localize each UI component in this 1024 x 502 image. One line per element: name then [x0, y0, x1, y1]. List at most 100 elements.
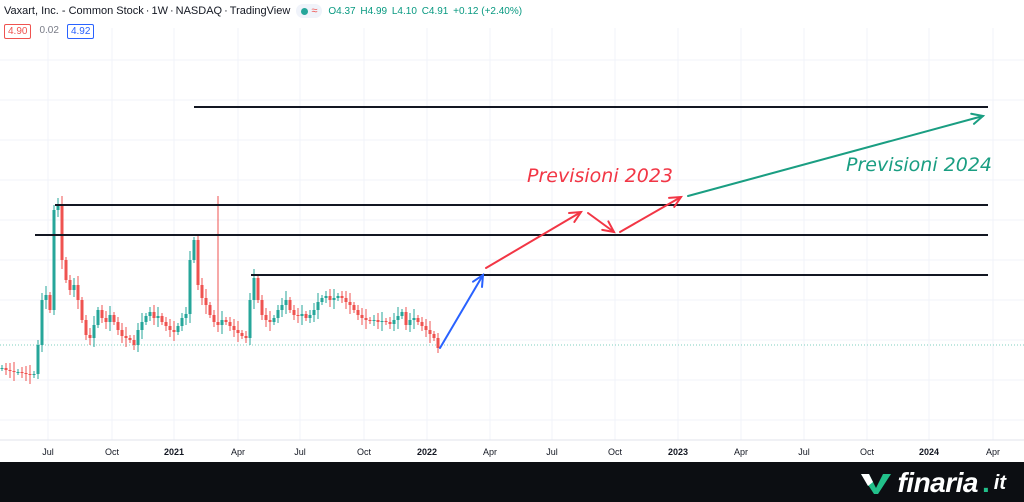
- candle-body: [100, 310, 104, 318]
- candle-body: [4, 368, 8, 370]
- candle-body: [304, 314, 308, 318]
- candle-body: [24, 373, 28, 374]
- separator: ·: [169, 5, 174, 17]
- candle-body: [52, 210, 56, 310]
- candle-body: [436, 338, 440, 348]
- candle-body: [60, 205, 64, 260]
- separator: ·: [145, 5, 150, 17]
- candle-body: [260, 300, 264, 315]
- candle-body: [236, 330, 240, 333]
- candle-body: [88, 335, 92, 338]
- candle-body: [220, 320, 224, 325]
- candle-body: [372, 320, 376, 321]
- candle-body: [80, 300, 84, 320]
- candle-body: [188, 260, 192, 314]
- candle-body: [268, 320, 272, 322]
- candle-body: [292, 310, 296, 315]
- candle-body: [164, 322, 168, 326]
- finaria-logo[interactable]: finaria. it: [859, 467, 1006, 499]
- candle-body: [116, 322, 120, 330]
- candle-body: [224, 320, 228, 322]
- candle-body: [396, 316, 400, 320]
- candle-body: [140, 322, 144, 330]
- candle-body: [364, 318, 368, 320]
- candle-body: [28, 374, 32, 375]
- candle-body: [216, 322, 220, 325]
- candle-body: [252, 278, 256, 300]
- candle-body: [368, 320, 372, 321]
- candle-body: [84, 320, 88, 335]
- candle-body: [44, 295, 48, 300]
- ask-price[interactable]: 4.92: [66, 24, 95, 39]
- candle-body: [112, 315, 116, 322]
- candle-body: [124, 336, 128, 338]
- brand-dot: .: [982, 467, 990, 498]
- candle-body: [132, 340, 136, 345]
- candle-body: [92, 325, 96, 338]
- candle-body: [208, 305, 212, 315]
- candle-body: [384, 321, 388, 322]
- candle-body: [204, 298, 208, 305]
- ohlc-readout: O4.37 H4.99 L4.10 C4.91 +0.12 (+2.40%): [328, 6, 524, 17]
- brand-tld: it: [993, 471, 1006, 494]
- candle-body: [232, 326, 236, 330]
- candle-body: [56, 205, 60, 210]
- x-tick-label: Oct: [860, 447, 875, 457]
- annotation-forecast-2023: Previsioni 2023: [527, 165, 673, 187]
- candle-body: [192, 240, 196, 260]
- price-chart[interactable]: Jul Oct 2021 Apr Jul Oct 2022 Apr Jul Oct 2023 Apr J…: [0, 0, 1024, 462]
- candle-body: [228, 322, 232, 326]
- candle-body: [148, 312, 152, 316]
- x-tick-label: Apr: [986, 447, 1000, 457]
- ohlc-close: C4.91: [421, 5, 449, 17]
- candle-body: [144, 316, 148, 322]
- candle-body: [412, 318, 416, 320]
- candle-body: [240, 333, 244, 336]
- bid-price[interactable]: 4.90: [4, 24, 32, 39]
- candle-body: [392, 320, 396, 324]
- candle-body: [152, 312, 156, 318]
- x-tick-label: Jul: [546, 447, 558, 457]
- annotation-forecast-2024: Previsioni 2024: [846, 154, 992, 176]
- candle-body: [32, 374, 36, 375]
- candle-body: [64, 260, 68, 280]
- separator: ·: [224, 5, 228, 17]
- candle-body: [432, 334, 436, 338]
- candle-body: [388, 322, 392, 324]
- x-tick-label: Oct: [608, 447, 623, 457]
- candle-body: [332, 298, 336, 300]
- x-tick-label: Oct: [105, 447, 120, 457]
- candle-body: [400, 312, 404, 316]
- candle-body: [404, 312, 408, 325]
- candle-body: [320, 298, 324, 302]
- candle-body: [312, 310, 316, 315]
- candle-body: [308, 315, 312, 318]
- candle-body: [40, 300, 44, 345]
- candle-body: [416, 318, 420, 322]
- candle-body: [68, 280, 72, 290]
- price-boxes: 4.90 0.02 4.92: [4, 24, 95, 39]
- x-tick-label: Jul: [42, 447, 54, 457]
- candle-body: [280, 305, 284, 310]
- forecast-arrow-2023-dip-head: [601, 220, 616, 234]
- chart-area[interactable]: Jul Oct 2021 Apr Jul Oct 2022 Apr Jul Oct 2023 Apr J…: [0, 0, 1024, 462]
- candle-body: [264, 315, 268, 320]
- x-tick-label: Apr: [734, 447, 748, 457]
- ohlc-change: +0.12 (+2.40%): [453, 5, 523, 17]
- candle-body: [20, 372, 24, 373]
- candle-body: [300, 314, 304, 316]
- candle-body: [420, 322, 424, 326]
- forecast-arrow-blue: [439, 274, 484, 349]
- candle-body: [136, 330, 140, 345]
- candle-body: [352, 305, 356, 310]
- candle-body: [172, 330, 176, 332]
- candle-body: [284, 300, 288, 305]
- candle-body: [176, 326, 180, 332]
- brand-name: finaria: [897, 467, 978, 498]
- candle-body: [200, 285, 204, 298]
- status-pill[interactable]: ≈: [296, 4, 323, 18]
- interval[interactable]: 1W: [151, 5, 168, 17]
- candle-body: [8, 370, 12, 371]
- forecast-arrow-2023-rise: [619, 196, 682, 233]
- candle-body: [336, 296, 340, 298]
